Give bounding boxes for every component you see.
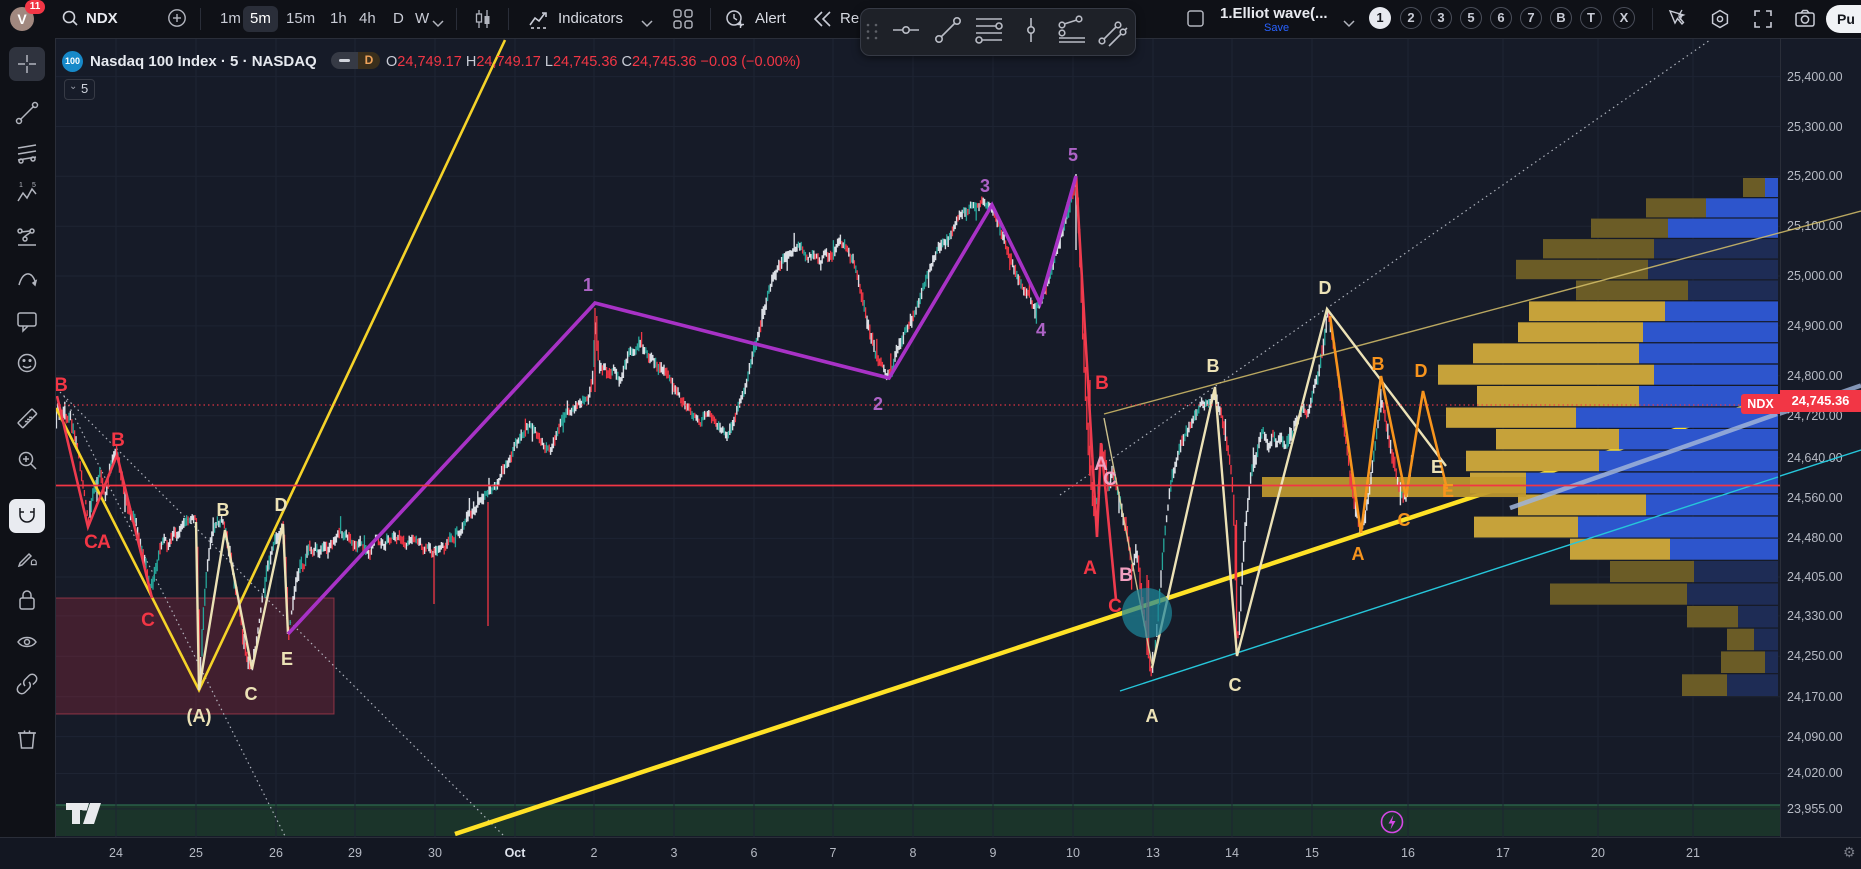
- svg-text:A: A: [1083, 558, 1097, 579]
- svg-text:(A): (A): [187, 706, 212, 726]
- svg-text:A: A: [97, 532, 111, 553]
- svg-text:E: E: [1431, 457, 1443, 477]
- svg-text:C: C: [84, 532, 98, 553]
- svg-text:1: 1: [583, 275, 593, 295]
- svg-text:E: E: [1442, 481, 1454, 501]
- svg-text:C: C: [1108, 596, 1122, 617]
- svg-text:C: C: [141, 610, 155, 631]
- svg-text:A: A: [1146, 706, 1159, 726]
- svg-text:D: D: [1319, 278, 1332, 298]
- svg-text:5: 5: [32, 182, 36, 189]
- svg-text:B: B: [54, 375, 68, 396]
- svg-text:5: 5: [1068, 145, 1078, 165]
- svg-text:B: B: [111, 430, 125, 451]
- svg-text:3: 3: [980, 176, 990, 196]
- svg-text:2: 2: [873, 394, 883, 414]
- svg-text:C: C: [1229, 675, 1242, 695]
- svg-text:D: D: [275, 495, 288, 515]
- svg-text:A: A: [1352, 544, 1365, 564]
- svg-text:C: C: [245, 684, 258, 704]
- svg-text:C: C: [1398, 510, 1411, 530]
- svg-text:B: B: [217, 500, 230, 520]
- svg-text:D: D: [1415, 361, 1428, 381]
- svg-text:E: E: [281, 649, 293, 669]
- svg-text:A: A: [1094, 454, 1108, 475]
- svg-text:1: 1: [19, 182, 23, 189]
- svg-text:4: 4: [1036, 320, 1046, 340]
- svg-text:B: B: [1095, 373, 1109, 394]
- svg-text:B: B: [1119, 565, 1133, 586]
- svg-text:B: B: [1207, 356, 1220, 376]
- svg-text:B: B: [1372, 354, 1385, 374]
- svg-text:C: C: [1103, 469, 1117, 490]
